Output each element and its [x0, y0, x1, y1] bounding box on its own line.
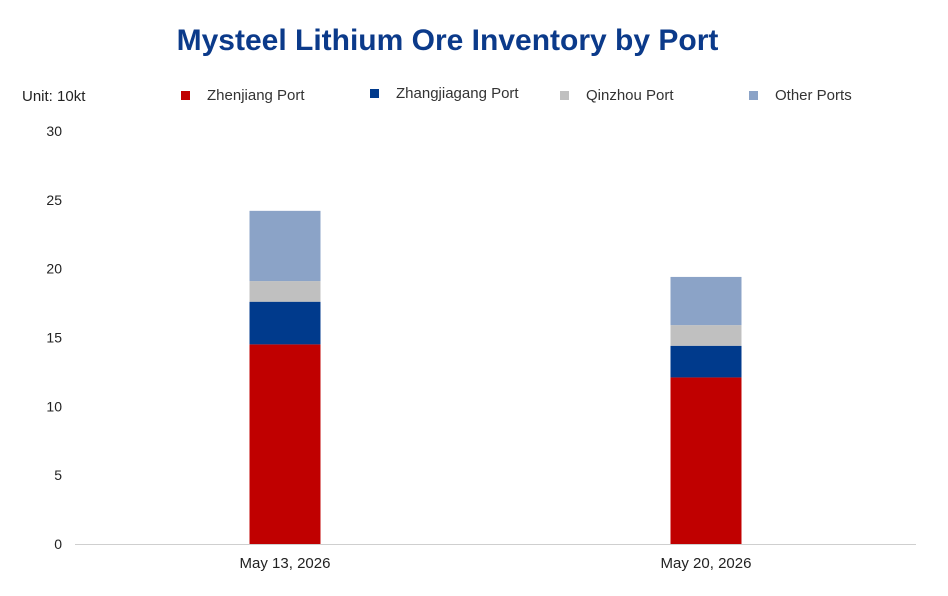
- unit-label: Unit: 10kt: [22, 88, 86, 105]
- legend-swatch-other: [749, 90, 758, 100]
- bar-segment-zhangjiagang-port: [670, 345, 742, 378]
- bar-segment-qinzhou-port: [249, 281, 321, 302]
- y-tick-label: 30: [46, 123, 62, 139]
- legend-item-zhangjiagang: Zhangjiagang Port: [370, 84, 519, 102]
- y-tick-label: 10: [46, 398, 62, 414]
- legend-item-qinzhou: Qinzhou Port: [560, 86, 674, 104]
- y-tick-label: 25: [46, 192, 62, 208]
- y-tick-label: 5: [54, 467, 62, 483]
- bar-segment-zhenjiang-port: [249, 344, 321, 544]
- x-tick-label: May 20, 2026: [661, 555, 752, 572]
- y-tick-label: 0: [54, 536, 62, 552]
- bar-segment-zhangjiagang-port: [249, 301, 321, 345]
- x-tick-label: May 13, 2026: [240, 555, 331, 572]
- chart-title: Mysteel Lithium Ore Inventory by Port: [176, 24, 719, 57]
- legend-label-other: Other Ports: [775, 86, 852, 104]
- legend-item-other: Other Ports: [749, 86, 852, 104]
- legend-swatch-qinzhou: [560, 90, 569, 100]
- legend-swatch-zhenjiang: [181, 90, 190, 100]
- legend-label-qinzhou: Qinzhou Port: [586, 86, 674, 104]
- legend-swatch-zhangjiagang: [370, 88, 379, 98]
- legend-item-zhenjiang: Zhenjiang Port: [181, 86, 305, 104]
- bar-segment-qinzhou-port: [670, 325, 742, 346]
- bar-segment-other-ports: [670, 276, 742, 326]
- y-tick-label: 20: [46, 261, 62, 277]
- bar-segment-zhenjiang-port: [670, 377, 742, 544]
- y-tick-label: 15: [46, 330, 62, 346]
- legend-label-zhangjiagang: Zhangjiagang Port: [396, 84, 519, 102]
- bar-segment-other-ports: [249, 210, 321, 282]
- legend-label-zhenjiang: Zhenjiang Port: [207, 86, 305, 104]
